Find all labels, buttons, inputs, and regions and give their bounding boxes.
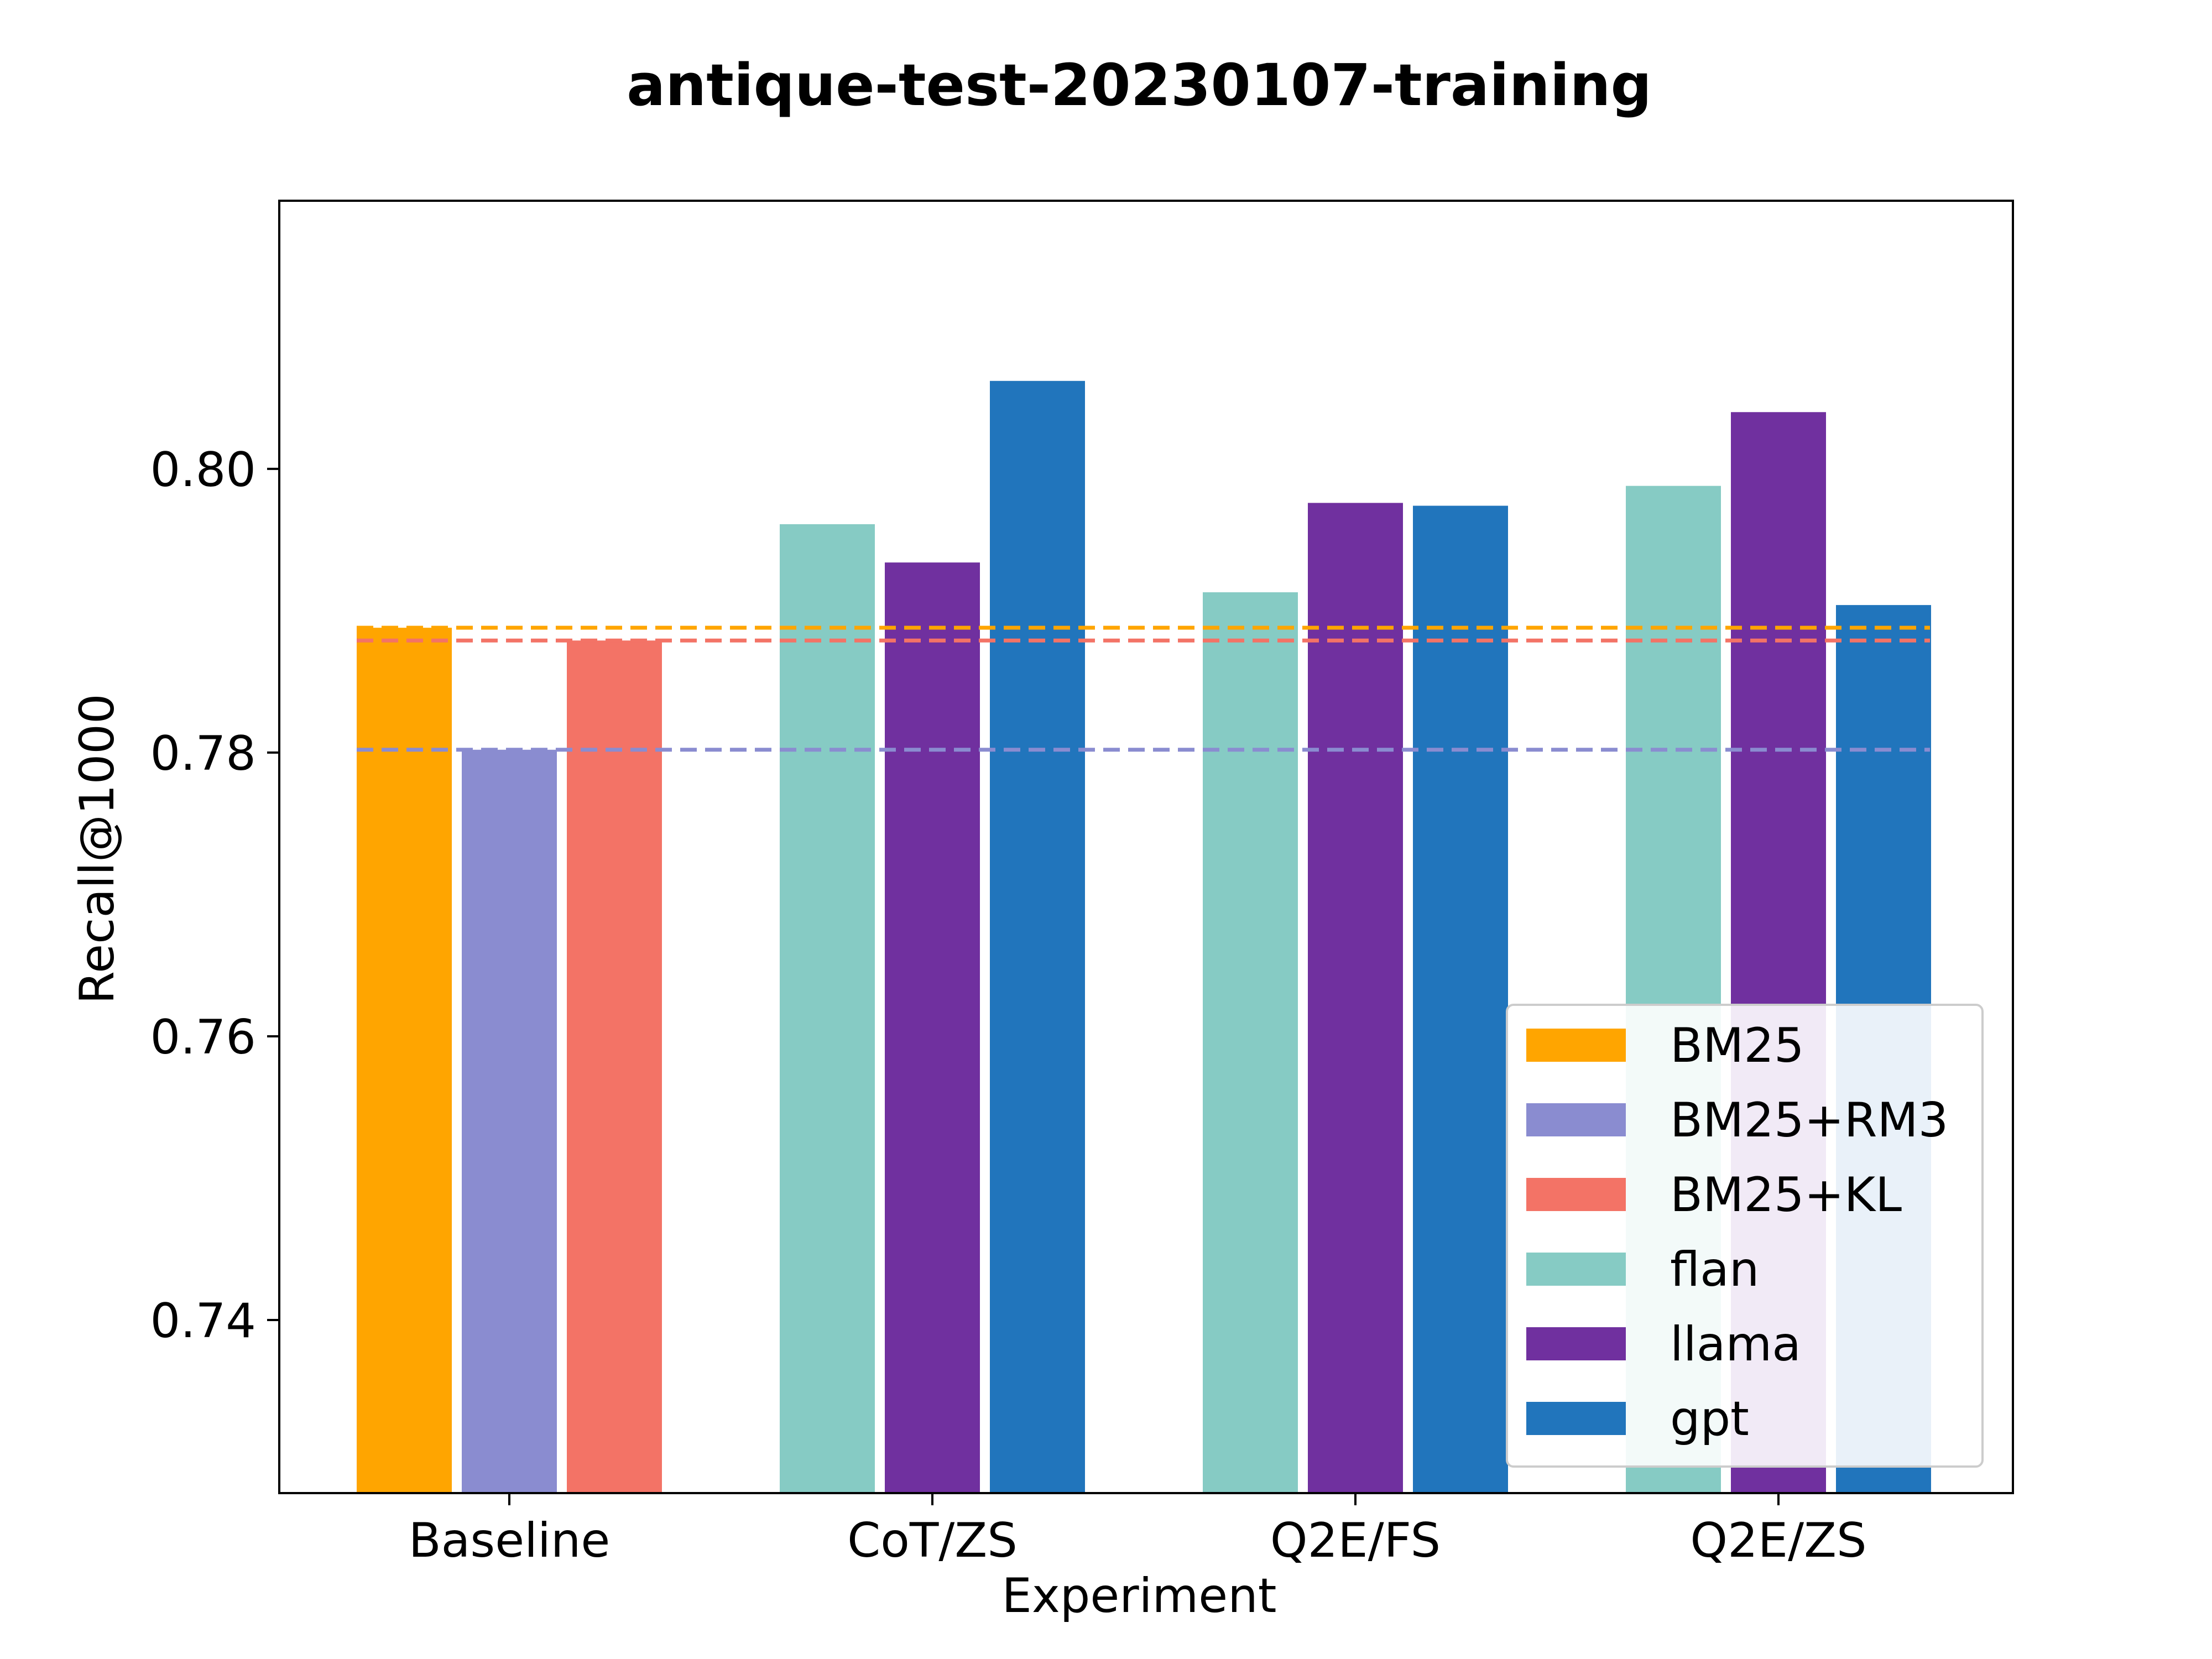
y-axis-label: Recall@1000	[70, 693, 125, 1004]
bar-bm25-baseline	[357, 628, 452, 1493]
x-tick-label: Baseline	[409, 1513, 611, 1568]
y-tick-label: 0.76	[150, 1010, 256, 1065]
legend-label-bm25-kl: BM25+KL	[1670, 1167, 1902, 1223]
legend-label-bm25-rm3: BM25+RM3	[1670, 1093, 1948, 1148]
legend-swatch-bm25-rm3	[1526, 1103, 1626, 1136]
legend-swatch-llama	[1526, 1327, 1626, 1360]
bar-bm25-kl-baseline	[567, 640, 662, 1493]
y-tick-label: 0.78	[150, 726, 256, 781]
legend-label-llama: llama	[1670, 1317, 1801, 1372]
plot-frame	[278, 200, 2014, 1494]
y-tick-label: 0.74	[150, 1293, 256, 1349]
legend-swatch-bm25	[1526, 1029, 1626, 1062]
legend-label-bm25: BM25	[1670, 1018, 1804, 1073]
y-tick-label: 0.80	[150, 442, 256, 498]
legend-label-gpt: gpt	[1670, 1391, 1749, 1447]
x-tick-label: Q2E/FS	[1270, 1513, 1441, 1568]
bar-flan-q2e-fs	[1203, 592, 1298, 1493]
bar-flan-cot-zs	[780, 524, 875, 1493]
x-axis: Baseline CoT/ZS Q2E/FS Q2E/ZS	[409, 1493, 1867, 1568]
legend: BM25 BM25+RM3 BM25+KL flan llama gpt	[1506, 1004, 1984, 1468]
y-axis: 0.74 0.76 0.78 0.80	[150, 442, 279, 1349]
bar-gpt-cot-zs	[990, 380, 1085, 1494]
chart-title: antique-test-20230107-training	[627, 51, 1652, 119]
bar-gpt-q2e-fs	[1413, 505, 1508, 1493]
bar-llama-cot-zs	[885, 562, 980, 1493]
bar-bm25-rm3-baseline	[462, 749, 557, 1493]
legend-swatch-bm25-kl	[1526, 1178, 1626, 1211]
x-tick-label: CoT/ZS	[847, 1513, 1018, 1568]
bar-llama-q2e-fs	[1308, 503, 1403, 1493]
legend-swatch-gpt	[1526, 1402, 1626, 1435]
x-tick-label: Q2E/ZS	[1690, 1513, 1866, 1568]
legend-swatch-flan	[1526, 1253, 1626, 1286]
x-axis-label: Experiment	[1002, 1568, 1277, 1624]
legend-label-flan: flan	[1670, 1242, 1759, 1297]
